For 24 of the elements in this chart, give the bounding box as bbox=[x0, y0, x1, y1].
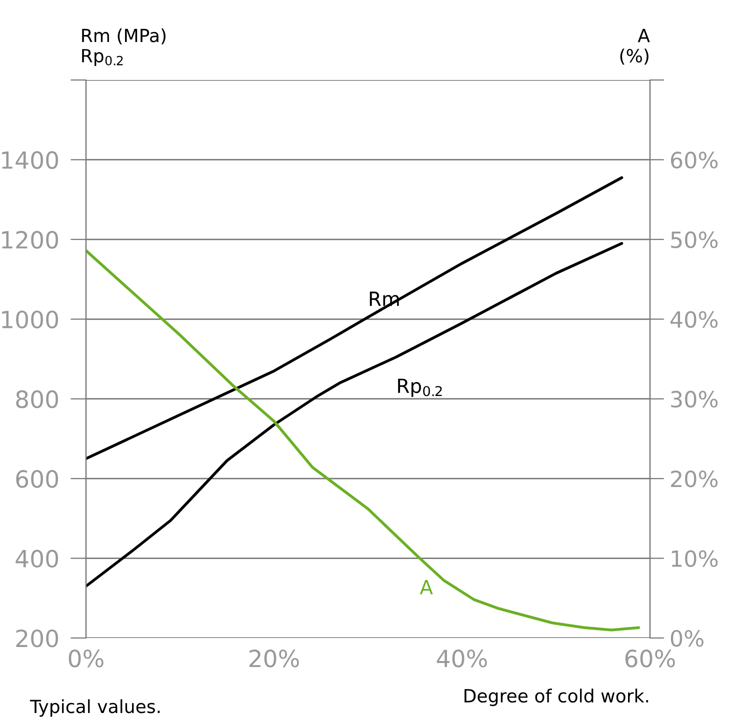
y2-tick-label: 0% bbox=[670, 630, 704, 647]
y-axis-title: Rm (MPa) Rp$_{0.2}$ bbox=[82, 28, 166, 66]
y-tick-label: 1200 bbox=[2, 230, 58, 249]
x-tick-label: 60% bbox=[625, 650, 675, 668]
y-tick-label: 400 bbox=[16, 550, 58, 568]
x-tick-label: 40% bbox=[436, 650, 487, 668]
y-tick-label: 800 bbox=[16, 390, 58, 408]
y-tick-label: 600 bbox=[16, 470, 58, 488]
y2-tick-label: 20% bbox=[671, 470, 718, 488]
y2-tick-label: 60% bbox=[670, 152, 718, 168]
y2-axis-title: A (%) bbox=[620, 28, 650, 65]
series-label: A bbox=[420, 580, 433, 594]
y2-tick-label: 30% bbox=[671, 390, 718, 408]
y-tick-label: 200 bbox=[16, 629, 58, 648]
text: Typical values. bbox=[30, 699, 160, 717]
y-tick-label: 1400 bbox=[2, 151, 58, 170]
y2-tick-label: 10% bbox=[672, 550, 718, 568]
y2-tick-label: 40% bbox=[670, 311, 718, 328]
x-tick-label: 20% bbox=[249, 650, 299, 668]
x-tick-label: 0% bbox=[68, 650, 104, 668]
y-tick-label: 1000 bbox=[2, 310, 58, 328]
y2-tick-label: 50% bbox=[671, 231, 718, 248]
series-label: Rp$_{0.2}$ bbox=[398, 378, 442, 397]
x-axis-title: Degree of cold work. bbox=[464, 688, 648, 706]
